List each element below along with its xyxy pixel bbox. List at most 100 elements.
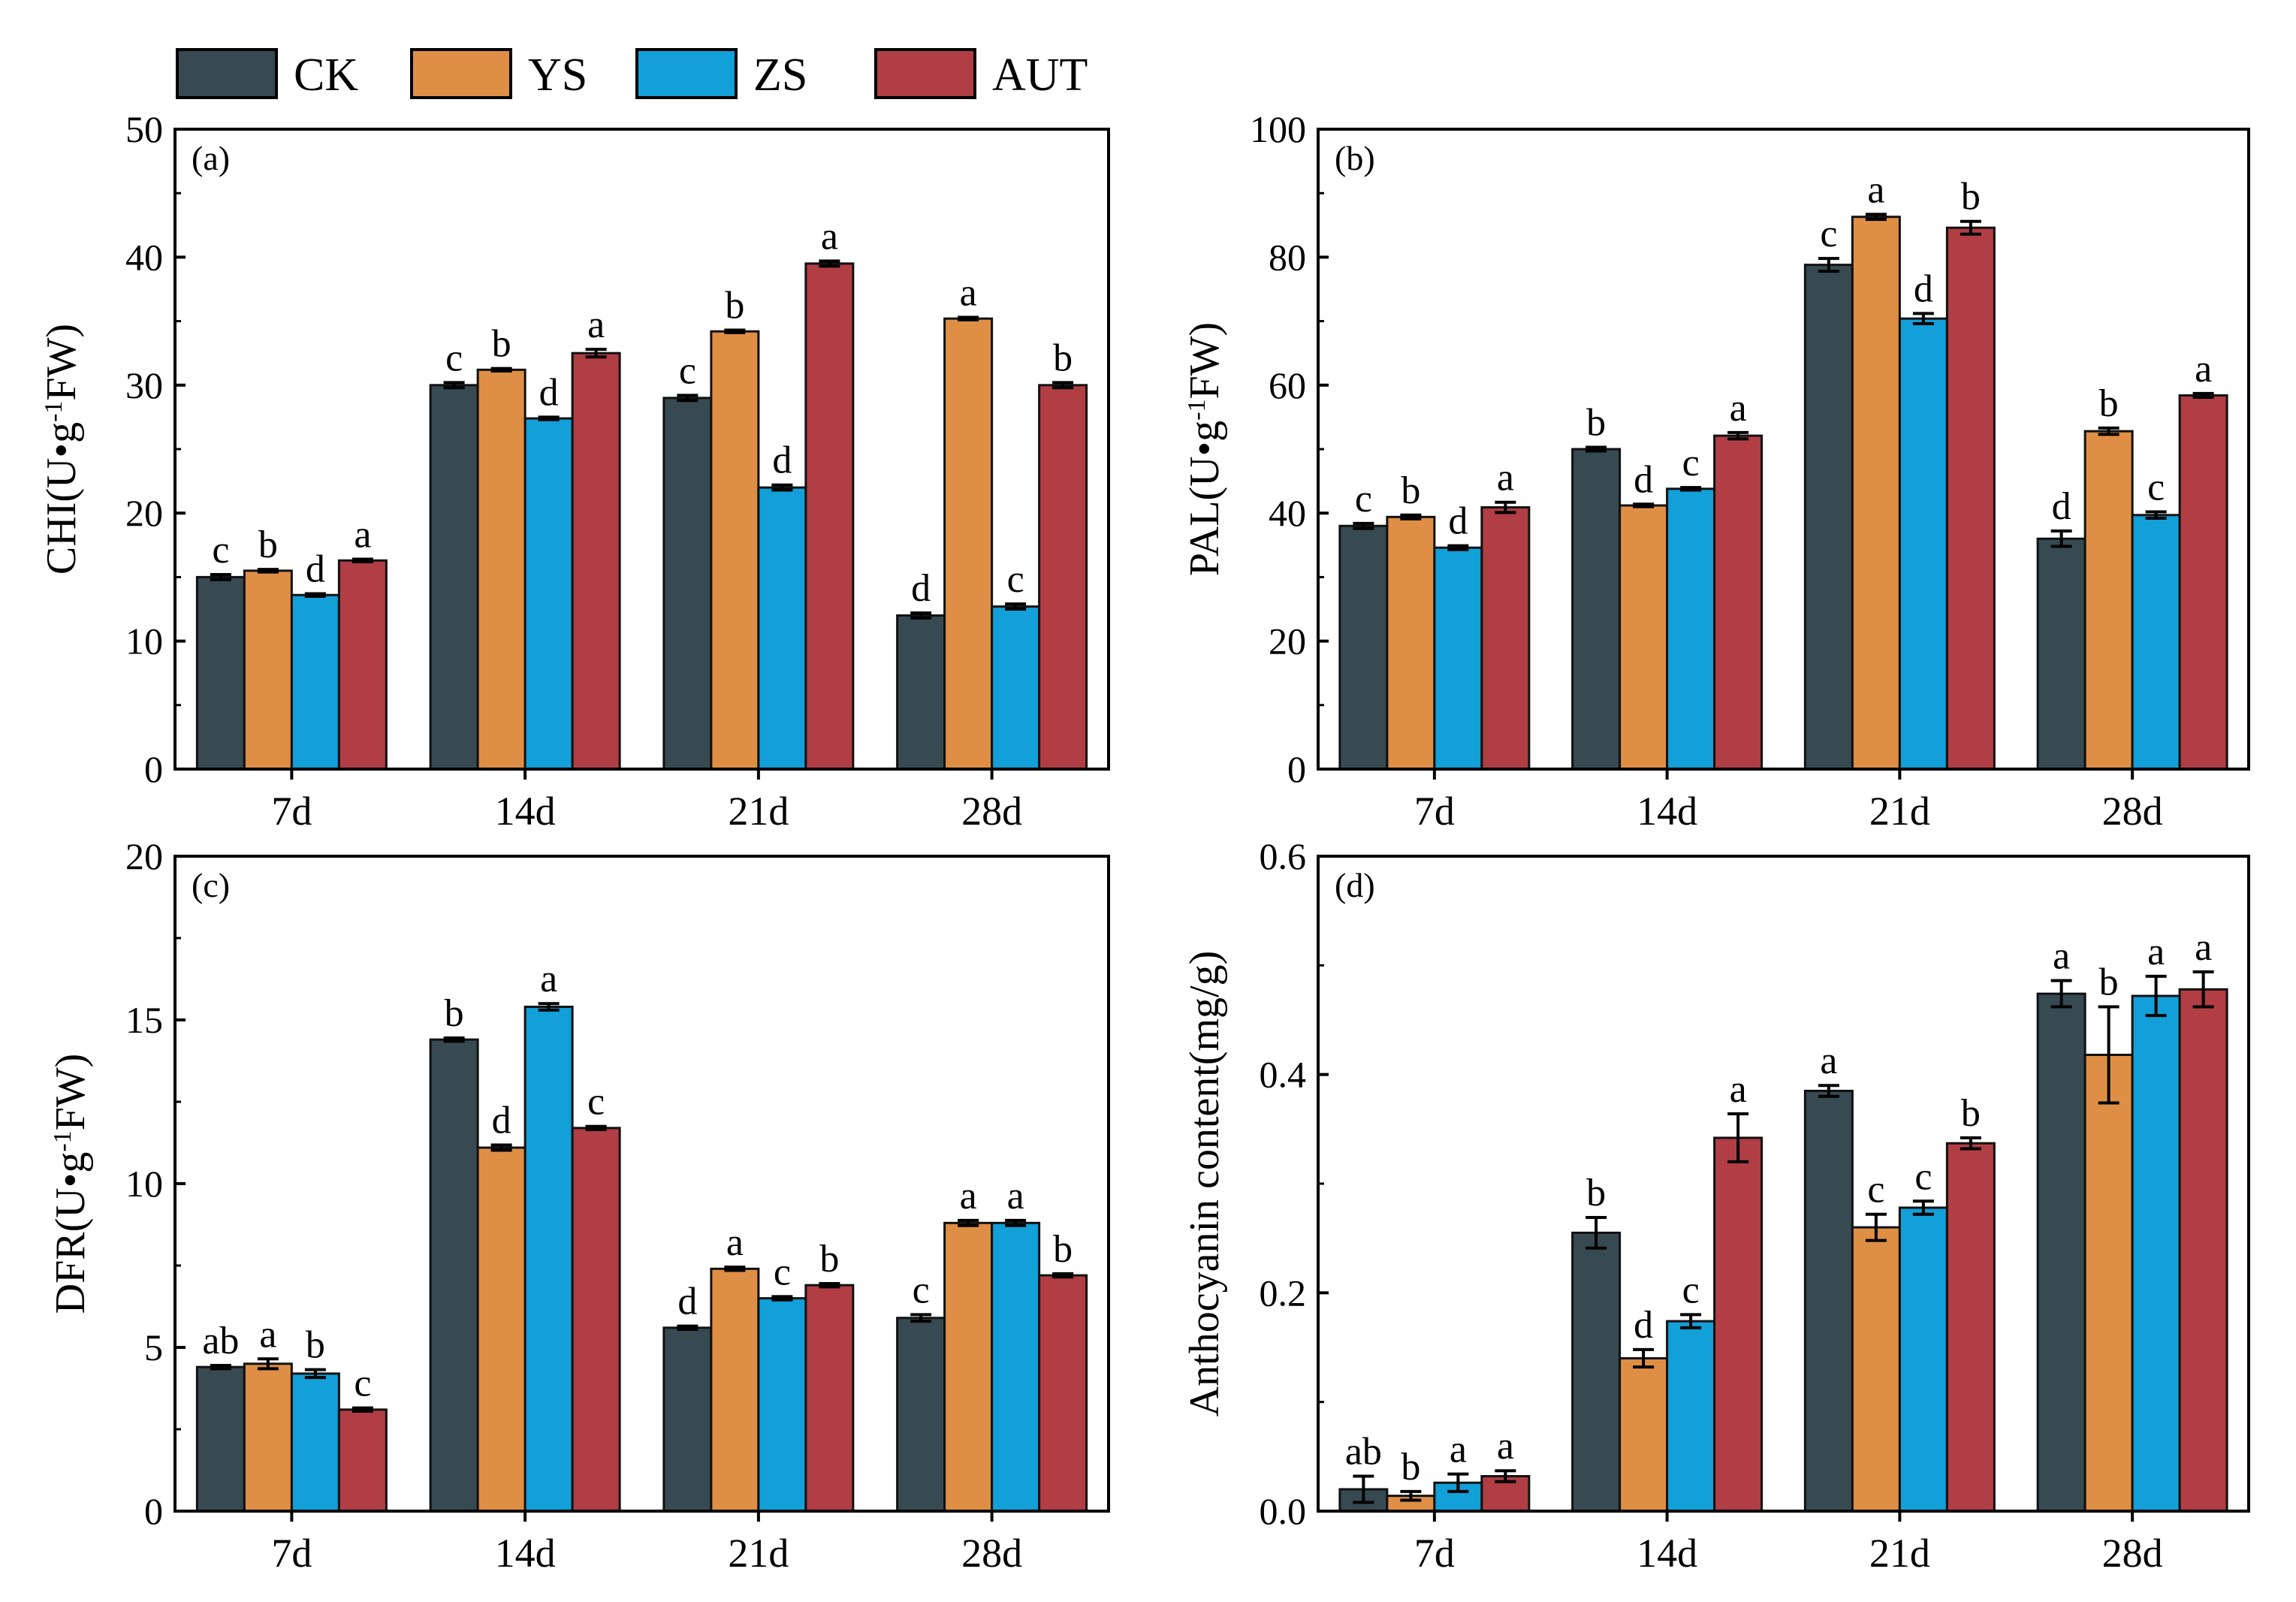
significance-letter-zs-7d: b [306, 1324, 325, 1367]
error-bar-aut-21d [1960, 1136, 1981, 1151]
error-bar-ys-21d [724, 328, 746, 334]
x-tick-label-7d: 7d [1414, 789, 1455, 834]
significance-letter-zs-21d: c [774, 1251, 791, 1293]
bar-aut-21d [1945, 226, 1996, 771]
error-bar-aut-28d [1052, 1272, 1074, 1279]
significance-letter-ck-14d: c [445, 336, 463, 379]
y-tick-label: 10 [125, 620, 163, 662]
bar-ck-28d [2036, 992, 2086, 1513]
significance-letter-ys-7d: b [1401, 1446, 1420, 1489]
legend-swatch-zs [635, 48, 738, 99]
bar-zs-7d [1433, 546, 1483, 771]
bar-ck-14d [429, 384, 479, 771]
error-bar-aut-14d [585, 348, 607, 359]
y-axis-title-main: DFR(U•g [47, 1152, 94, 1314]
y-tick-label: 0.2 [1260, 1272, 1307, 1314]
significance-letter-ck-14d: b [1586, 1172, 1606, 1214]
error-bar-zs-28d [1005, 602, 1027, 611]
bar-zs-14d [1666, 487, 1716, 771]
y-axis-title-main: PAL(U•g [1181, 421, 1228, 576]
significance-letter-zs-14d: c [1682, 442, 1700, 484]
significance-letter-aut-7d: a [354, 514, 371, 557]
error-bar-ys-7d [1400, 513, 1422, 520]
error-bar-zs-21d [771, 483, 793, 492]
bar-aut-21d [804, 262, 855, 771]
y-tick-label: 0.4 [1260, 1054, 1307, 1096]
bar-ck-7d [195, 575, 246, 771]
bar-aut-14d [571, 351, 621, 771]
error-bar-aut-21d [1960, 219, 1981, 236]
panel-label: (b) [1335, 139, 1375, 177]
error-bar-ck-21d [677, 1324, 698, 1332]
error-bar-zs-7d [1447, 544, 1469, 551]
bar-ck-21d [1803, 264, 1854, 771]
x-tick-label-7d: 7d [271, 1531, 312, 1576]
bar-aut-7d [337, 1408, 388, 1513]
bar-ck-21d [662, 397, 713, 771]
error-bar-aut-28d [2192, 970, 2214, 1009]
legend-item-zs: ZS [635, 48, 807, 101]
significance-letter-zs-14d: a [540, 958, 557, 1000]
bar-aut-28d [1038, 1274, 1088, 1513]
x-tick-label-28d: 28d [961, 1531, 1022, 1576]
bar-aut-28d [1038, 384, 1088, 771]
bar-ys-21d [1851, 1226, 1901, 1513]
y-axis-title: Anthocyanin content(mg/g) [1181, 951, 1228, 1417]
legend-label-zs: ZS [753, 50, 807, 101]
error-bar-ys-7d [257, 568, 279, 574]
significance-letter-aut-7d: a [1497, 1425, 1514, 1468]
y-axis-title-superscript: -1 [49, 1130, 77, 1151]
y-tick-label: 10 [125, 1163, 163, 1205]
error-bar-aut-28d [1052, 381, 1074, 390]
significance-letter-aut-28d: a [2195, 926, 2212, 969]
error-bar-aut-7d [351, 1406, 373, 1413]
significance-letter-aut-21d: b [1961, 1092, 1981, 1135]
error-bar-ys-28d [958, 1218, 979, 1227]
bar-aut-14d [1713, 1136, 1763, 1513]
bar-ys-14d [1619, 1357, 1669, 1513]
y-tick-label: 40 [1269, 492, 1306, 534]
x-tick-label-14d: 14d [1637, 1531, 1697, 1576]
error-bar-zs-21d [771, 1295, 793, 1302]
y-axis-title: DFR(U•g-1FW) [47, 1054, 94, 1314]
error-bar-aut-14d [1727, 1112, 1749, 1163]
error-bar-aut-7d [351, 557, 373, 563]
legend-item-ys: YS [410, 48, 587, 101]
legend-swatch-ck [176, 48, 278, 99]
error-bar-aut-28d [2192, 391, 2214, 399]
significance-letter-zs-28d: c [2147, 466, 2165, 508]
bar-ys-14d [1619, 504, 1669, 771]
significance-letter-aut-21d: b [1961, 176, 1981, 219]
bar-zs-28d [2131, 514, 2181, 771]
significance-letter-ck-7d: c [1355, 478, 1372, 520]
significance-letter-ck-21d: d [677, 1281, 697, 1323]
error-bar-ys-21d [724, 1266, 746, 1272]
significance-letter-ys-7d: b [1401, 469, 1420, 512]
error-bar-ck-21d [677, 394, 698, 403]
significance-letter-ys-28d: b [2099, 961, 2119, 1004]
bar-ys-21d [710, 330, 760, 771]
bar-ck-14d [1571, 1231, 1622, 1513]
significance-letter-aut-14d: a [1730, 387, 1747, 430]
significance-letter-ys-21d: a [1867, 168, 1884, 211]
error-bar-ys-14d [490, 1143, 512, 1152]
significance-letter-aut-28d: b [1053, 336, 1073, 379]
significance-letter-aut-14d: a [1730, 1068, 1747, 1111]
bar-zs-21d [757, 1297, 807, 1513]
error-bar-ck-21d [1818, 257, 1839, 273]
bar-zs-7d [290, 593, 340, 771]
error-bar-zs-7d [304, 592, 326, 598]
x-tick-label-21d: 21d [728, 1531, 789, 1576]
bar-ys-28d [2083, 1054, 2134, 1513]
significance-letter-ys-21d: c [1867, 1169, 1884, 1211]
error-bar-zs-28d [2145, 510, 2167, 520]
error-bar-ys-28d [2098, 1005, 2120, 1105]
significance-letter-aut-7d: a [1497, 457, 1514, 499]
error-bar-ck-28d [2050, 979, 2072, 1009]
significance-letter-zs-21d: c [1914, 1155, 1932, 1198]
error-bar-ck-7d [1353, 521, 1374, 530]
bar-zs-21d [1898, 317, 1948, 771]
error-bar-zs-14d [1680, 486, 1702, 492]
bar-aut-28d [2178, 394, 2228, 771]
y-axis-title-main: CHI(U•g [38, 422, 85, 575]
